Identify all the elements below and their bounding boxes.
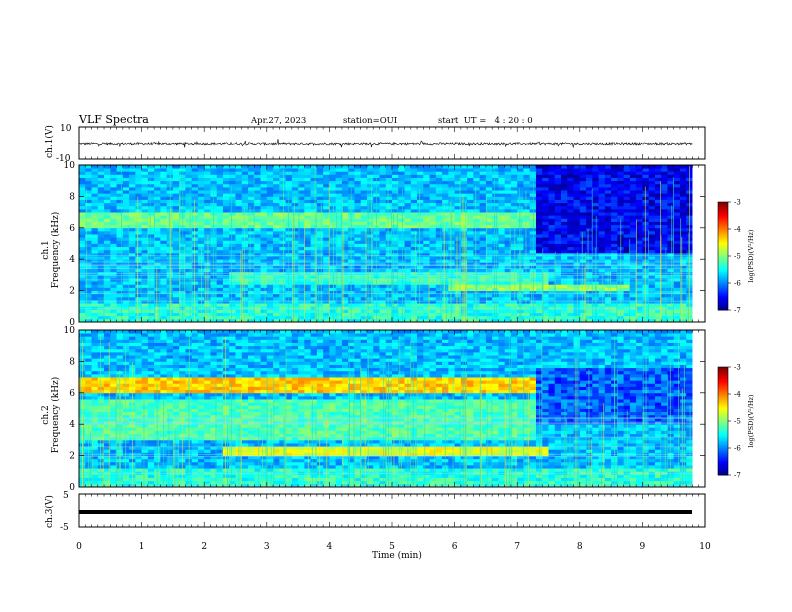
ch1-ytick-top: 10 <box>60 124 72 134</box>
x-tick-label: 2 <box>201 542 207 552</box>
y-tick-label: 2 <box>69 452 75 462</box>
ch3-waveform-panel: 5 -5 ch.3(V) <box>44 491 706 533</box>
colorbar-tick-label: -5 <box>734 253 741 261</box>
x-tick-label: 5 <box>389 542 395 552</box>
ch2-colorbar: -3 -4 -5 -6 -7 log(PSD)(V²/Hz) <box>717 364 755 480</box>
x-axis-tick-labels: 0 1 2 3 4 5 6 7 8 9 10 <box>76 542 711 552</box>
colorbar-tick-label: -3 <box>734 199 741 207</box>
y-tick-label: 0 <box>69 483 75 493</box>
x-tick-label: 4 <box>327 542 333 552</box>
x-tick-label: 8 <box>577 542 583 552</box>
ch1-spectrogram-panel: 0 2 4 6 8 10 ch.1Frequency (kHz) -3 -4 -5 -6 -7 lo… <box>41 161 755 328</box>
y-tick-label: 4 <box>69 420 75 430</box>
ch1-colorbar: -3 -4 -5 -6 -7 log(PSD)(V²/Hz) <box>717 199 755 315</box>
x-tick-label: 7 <box>514 542 520 552</box>
colorbar-tick-label: -5 <box>734 418 741 426</box>
y-tick-label: 6 <box>69 389 75 399</box>
x-tick-label: 10 <box>699 542 711 552</box>
colorbar-tick-label: -7 <box>734 472 741 480</box>
x-tick-label: 3 <box>264 542 270 552</box>
colorbar-tick-label: -6 <box>734 445 741 453</box>
y-tick-label: 8 <box>69 357 75 367</box>
colorbar-tick-label: -4 <box>734 226 741 234</box>
colorbar-tick-label: -6 <box>734 280 741 288</box>
date-label: Apr.27, 2023 <box>250 116 306 126</box>
x-axis-label: Time (min) <box>372 550 422 561</box>
y-tick-label: 4 <box>69 255 75 265</box>
colorbar-tick-label: -7 <box>734 307 741 315</box>
ch2-spectrogram-ylabel: ch.2Frequency (kHz) <box>41 377 61 454</box>
station-label: station=OUI <box>343 116 397 126</box>
ch1-spectrogram-image <box>79 165 705 323</box>
figure-title: VLF Spectra <box>78 113 149 126</box>
y-tick-label: 2 <box>69 287 75 297</box>
y-tick-label: 10 <box>64 326 76 336</box>
y-tick-label: 8 <box>69 192 75 202</box>
x-tick-label: 1 <box>139 542 145 552</box>
x-tick-label: 0 <box>76 542 82 552</box>
ch1-waveform-panel: 10 -10 ch.1(V) <box>44 124 706 164</box>
x-tick-label: 6 <box>452 542 458 552</box>
colorbar-tick-label: -4 <box>734 391 741 399</box>
y-tick-label: 6 <box>69 224 75 234</box>
ch1-ytick-bottom: -10 <box>56 154 71 164</box>
x-tick-label: 9 <box>640 542 646 552</box>
ch2-spectrogram-image <box>79 330 705 488</box>
colorbar-tick-label: -3 <box>734 364 741 372</box>
ch3-waveform-trace <box>79 510 692 514</box>
ch3-waveform-ylabel: ch.3(V) <box>44 495 55 528</box>
ch2-spectrogram-panel: 0 2 4 6 8 10 ch.2Frequency (kHz) -3 -4 -5 -6 -7 lo… <box>41 326 755 493</box>
colorbar-label: log(PSD)(V²/Hz) <box>747 394 755 447</box>
ch3-ytick-bottom: -5 <box>60 523 69 533</box>
y-tick-label: 0 <box>69 318 75 328</box>
y-tick-label: 10 <box>64 161 76 171</box>
ch1-spectrogram-ylabel: ch.1Frequency (kHz) <box>41 212 61 289</box>
ch3-ytick-top: 5 <box>63 491 69 501</box>
ch1-waveform-trace <box>79 139 693 148</box>
ch1-waveform-ylabel: ch.1(V) <box>44 125 55 158</box>
colorbar-label: log(PSD)(V²/Hz) <box>747 229 755 282</box>
start-time-label: start UT = 4 : 20 : 0 <box>438 116 533 126</box>
